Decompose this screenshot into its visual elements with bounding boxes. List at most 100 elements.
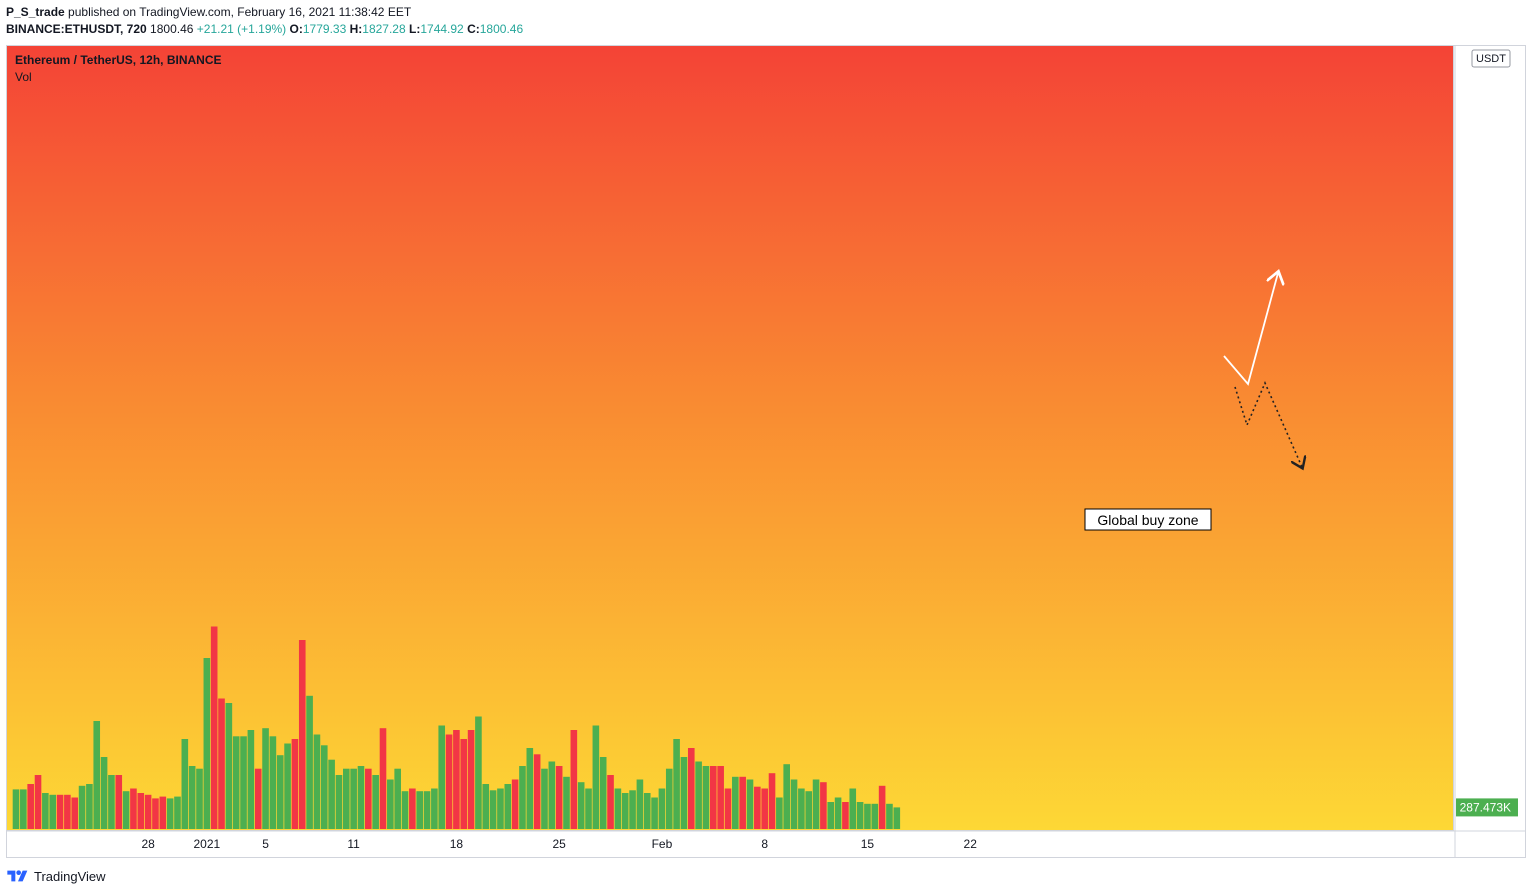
time-tick-label: 11 — [347, 837, 360, 851]
volume-bar — [658, 788, 666, 829]
volume-bar — [188, 766, 196, 829]
drawings: Global buy zone — [1084, 45, 1455, 531]
symbol-label: BINANCE:ETHUSDT, 720 — [6, 22, 147, 36]
volume-bar — [511, 779, 519, 829]
chart-frame[interactable]: Global buy zone Ethereum / TetherUS, 12h… — [6, 45, 1526, 858]
volume-bar — [122, 791, 130, 829]
volume-bar — [372, 775, 379, 829]
volume-value-label: 287.473K — [1456, 798, 1518, 817]
volume-bar — [643, 793, 651, 829]
volume-bar — [577, 782, 585, 829]
volume-bar — [210, 626, 218, 829]
volume-bar — [438, 725, 446, 829]
volume-bar — [49, 794, 56, 829]
volume-bar — [56, 794, 64, 829]
chart-title: Ethereum / TetherUS, 12h, BINANCE — [15, 53, 221, 67]
volume-bar — [702, 766, 710, 829]
volume-bar — [174, 796, 181, 829]
bullish-scenario-arrow — [1223, 273, 1278, 386]
volume-bar — [871, 803, 879, 829]
volume-bar — [313, 734, 321, 829]
time-tick-label: 8 — [761, 837, 768, 851]
time-tick-label: 18 — [450, 837, 464, 851]
footer: TradingView — [6, 868, 106, 884]
volume-bar — [298, 640, 306, 829]
volume-bar — [357, 766, 365, 829]
volume-bar — [181, 739, 189, 829]
global-buy-zone-label: Global buy zone — [1084, 508, 1212, 531]
volume-bar — [776, 797, 783, 829]
publish-info: P_S_trade published on TradingView.com, … — [6, 5, 411, 19]
volume-bar — [467, 730, 475, 829]
volume-bar — [864, 803, 871, 829]
close-value: 1800.46 — [479, 22, 524, 36]
price-chart[interactable]: Global buy zone Ethereum / TetherUS, 12h… — [6, 45, 1526, 858]
volume-bar — [306, 695, 313, 829]
volume-bar — [20, 789, 27, 829]
high-label: H: — [349, 22, 363, 36]
volume-bar — [196, 768, 203, 829]
currency-badge[interactable]: USDT — [1471, 49, 1511, 68]
volume-bar — [541, 768, 548, 829]
price-axis-background — [1455, 45, 1525, 831]
volume-bar — [431, 788, 438, 829]
volume-bar — [607, 775, 614, 829]
volume-bar — [93, 721, 101, 829]
open-value: 1779.33 — [302, 22, 347, 36]
volume-bar — [746, 779, 754, 829]
volume-bar — [343, 768, 350, 829]
volume-bar — [387, 779, 394, 829]
volume-bar — [225, 703, 233, 829]
volume-bar — [423, 791, 431, 829]
volume-bar — [445, 734, 453, 829]
currency-badge-box — [1471, 49, 1511, 68]
volume-bar — [379, 728, 387, 829]
volume-bar — [754, 786, 761, 829]
volume-bar — [783, 764, 790, 829]
volume-bar — [269, 736, 277, 829]
last-price: 1800.46 — [150, 22, 194, 36]
volume-bar — [687, 748, 695, 829]
global-buy-zone-label-box — [1084, 508, 1212, 531]
volume-bar — [724, 788, 732, 829]
time-tick-label: Feb — [652, 837, 673, 851]
low-value: 1744.92 — [420, 22, 464, 36]
volume-bar — [247, 730, 255, 829]
volume-bar — [768, 773, 776, 829]
open-label: O: — [289, 22, 303, 36]
volume-bar — [849, 788, 857, 829]
volume-bar — [856, 802, 864, 829]
global-buy-zone-label-text: Global buy zone — [1097, 512, 1198, 528]
volume-bar — [394, 768, 401, 829]
volume-bar — [254, 768, 262, 829]
volume-bar — [878, 785, 886, 829]
volume-bar — [614, 788, 622, 829]
volume-bar — [218, 698, 225, 829]
volume-bar — [636, 779, 644, 829]
volume-bar — [86, 784, 93, 829]
volume-bar — [276, 755, 284, 829]
volume-bar — [475, 716, 482, 829]
volume-bar — [886, 803, 893, 829]
volume-bar — [710, 766, 717, 829]
footer-brand[interactable]: TradingView — [34, 868, 106, 884]
volume-bar — [563, 776, 570, 829]
time-tick-label: 15 — [861, 837, 875, 851]
volume-bar — [100, 757, 108, 829]
volume-bar — [335, 775, 343, 829]
volume-bar — [320, 745, 328, 829]
volume-bar — [34, 775, 42, 829]
time-tick-label: 5 — [262, 837, 269, 851]
volume-bar — [42, 793, 49, 829]
publisher-name[interactable]: P_S_trade — [6, 5, 65, 19]
volume-bar — [71, 797, 79, 829]
volume-bar — [665, 768, 673, 829]
volume-bar — [533, 754, 541, 829]
time-axis[interactable]: 28 2021 5 11 18 25 Feb 8 15 22 — [141, 837, 977, 851]
volume-bar — [519, 766, 526, 829]
volume-bar — [12, 789, 20, 829]
volume-bar — [548, 761, 556, 829]
volume-bar — [790, 779, 798, 829]
price-axis[interactable]: 2800.002600.002400.002200.002000.001900.… — [1456, 45, 1518, 817]
currency-badge-text: USDT — [1476, 53, 1506, 65]
